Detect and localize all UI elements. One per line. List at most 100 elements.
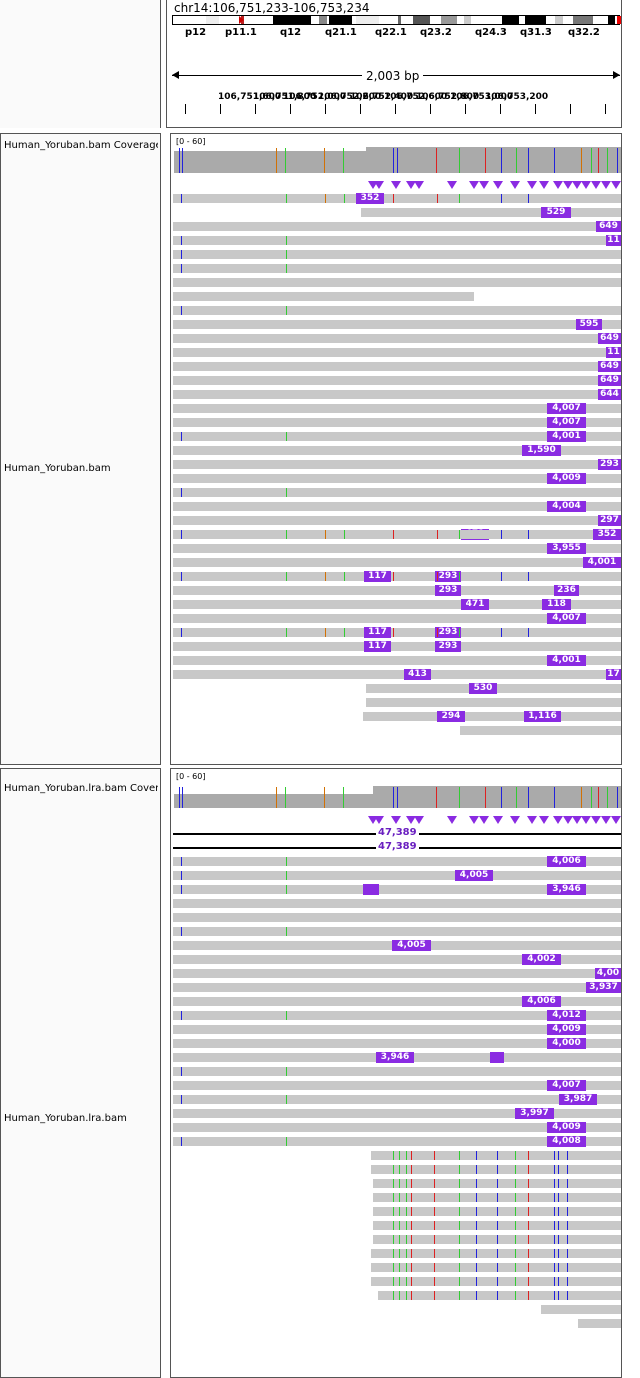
insertion-marker-icon: [510, 181, 520, 189]
insertion-label: 4,001: [547, 431, 586, 442]
mismatch-mark: [181, 1011, 182, 1020]
mismatch-mark: [181, 250, 182, 259]
mismatch-mark: [476, 1179, 477, 1188]
ideogram-band: [555, 16, 563, 24]
mismatch-mark: [286, 1067, 287, 1076]
mismatch-mark: [434, 1291, 435, 1300]
mismatch-mark: [497, 1249, 498, 1258]
mismatch-mark: [459, 1165, 460, 1174]
insertion-marker-icon: [572, 816, 582, 824]
insertion-label: 4,007: [547, 403, 586, 414]
mismatch-mark: [497, 1263, 498, 1272]
mismatch-mark: [406, 1165, 407, 1174]
ruler-tick: [535, 104, 536, 114]
chromosome-ideogram[interactable]: [172, 15, 621, 25]
aligned-read: [173, 885, 621, 894]
aligned-read: [173, 614, 621, 623]
band-label: q22.1: [375, 27, 407, 38]
mismatch-mark: [567, 1207, 568, 1216]
mismatch-mark: [436, 148, 437, 173]
aligned-read: [371, 1263, 621, 1272]
mismatch-mark: [181, 1095, 182, 1104]
aligned-read: [173, 628, 621, 637]
insertion-marker-icon: [374, 181, 384, 189]
insertion-label: 413: [404, 669, 431, 680]
insertion-label: 3,946: [376, 1052, 414, 1063]
mismatch-mark: [528, 1165, 529, 1174]
coverage-bar: [373, 786, 621, 808]
mismatch-mark: [554, 1263, 555, 1272]
aligned-read: [361, 208, 621, 217]
mismatch-mark: [528, 530, 529, 539]
ruler-tick: [570, 104, 571, 114]
insertion-label: 4,000: [547, 1038, 586, 1049]
mismatch-mark: [476, 1193, 477, 1202]
mismatch-mark: [276, 148, 277, 173]
ideogram-band: [413, 16, 430, 24]
mismatch-mark: [286, 1095, 287, 1104]
insertion-marker-icon: [391, 816, 401, 824]
aligned-read: [371, 1151, 621, 1160]
insertion-label: 649: [598, 333, 621, 344]
mismatch-mark: [399, 1249, 400, 1258]
bam-track-name[interactable]: Human_Yoruban.bam: [4, 463, 111, 474]
aligned-read: [378, 1291, 621, 1300]
aligned-read: [173, 530, 621, 539]
header-name-panel: [0, 0, 161, 128]
mismatch-mark: [528, 1193, 529, 1202]
ruler-tick-label: 106,753,200: [485, 92, 549, 102]
insertion-label: 117: [364, 627, 391, 638]
bam-coverage-track-name[interactable]: Human_Yoruban.bam Coverage: [4, 140, 158, 151]
mismatch-mark: [501, 148, 502, 173]
mismatch-mark: [181, 1067, 182, 1076]
mismatch-mark: [411, 1291, 412, 1300]
aligned-read: [541, 1305, 621, 1314]
mismatch-mark: [286, 927, 287, 936]
mismatch-mark: [515, 1193, 516, 1202]
mismatch-mark: [528, 148, 529, 173]
insertion-label: 3,946: [547, 884, 586, 895]
mismatch-mark: [411, 1249, 412, 1258]
mismatch-mark: [393, 787, 394, 808]
mismatch-mark: [285, 787, 286, 808]
mismatch-mark: [459, 1235, 460, 1244]
mismatch-mark: [393, 628, 394, 637]
aligned-read: [173, 236, 621, 245]
mismatch-mark: [515, 1277, 516, 1286]
mismatch-mark: [181, 572, 182, 581]
aligned-read: [173, 306, 621, 315]
insertion-marker-icon: [563, 181, 573, 189]
mismatch-mark: [607, 148, 608, 173]
aligned-read: [173, 460, 621, 469]
mismatch-mark: [181, 1137, 182, 1146]
mismatch-mark: [411, 1151, 412, 1160]
ideogram-band: [206, 16, 219, 24]
mismatch-mark: [591, 787, 592, 808]
lra-coverage-range: [0 - 60]: [176, 772, 206, 781]
insertion-label: 293: [435, 641, 461, 652]
bam-data-panel[interactable]: [0 - 60] 352 529 649 11 595 649 11 649 649 644 4,0…: [170, 133, 622, 765]
mismatch-mark: [434, 1235, 435, 1244]
mismatch-mark: [406, 1249, 407, 1258]
mismatch-mark: [554, 1193, 555, 1202]
lra-coverage-track-name[interactable]: Human_Yoruban.lra.bam Coverage: [4, 783, 158, 794]
insertion-marker-icon: [527, 181, 537, 189]
lra-track-name[interactable]: Human_Yoruban.lra.bam: [4, 1113, 127, 1124]
insertion-label: 293: [435, 585, 461, 596]
mismatch-mark: [286, 432, 287, 441]
mismatch-mark: [476, 1263, 477, 1272]
mismatch-mark: [411, 1263, 412, 1272]
insertion-marker-icon: [414, 816, 424, 824]
insertion-label: 4,008: [547, 1136, 586, 1147]
lra-data-panel[interactable]: [0 - 60] 47,389 47,389 4,006 4,005 3,946 4,00…: [170, 768, 622, 1378]
aligned-read: [173, 969, 621, 978]
insertion-marker-icon: [563, 816, 573, 824]
mismatch-mark: [286, 628, 287, 637]
long-read-span-label: 47,389: [376, 841, 419, 852]
long-read-span-label: 47,389: [376, 827, 419, 838]
mismatch-mark: [411, 1207, 412, 1216]
ruler-tick-label: 106,752,400: [350, 92, 414, 102]
mismatch-mark: [434, 1221, 435, 1230]
insertion-marker-icon: [527, 816, 537, 824]
mismatch-mark: [558, 1207, 559, 1216]
